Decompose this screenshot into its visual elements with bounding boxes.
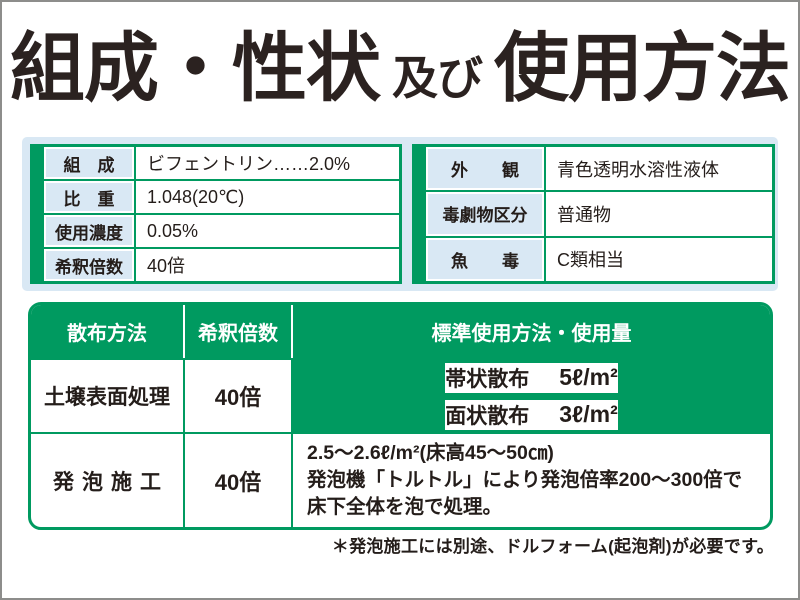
usage-detail-cell: 帯状散布 5ℓ/m² 面状散布 3ℓ/m² [293,360,770,432]
spray-type: 面状散布 [445,404,530,428]
spec-value: ビフェントリン……2.0% [136,147,399,179]
usage-table-header: 散布方法 希釈倍数 標準使用方法・使用量 [31,305,770,358]
usage-line: 2.5～2.6ℓ/m²(床高45～50㎝) [307,442,554,465]
sub-row-area-spray: 面状散布 3ℓ/m² [445,399,618,430]
dilution-cell: 40倍 [185,434,291,527]
spec-value: 0.05% [136,215,399,247]
footnote: ＊発泡施工には別途、ドルフォーム(起泡剤)が必要です。 [331,537,774,556]
method-cell: 土壌表面処理 [31,360,183,432]
spec-label: 比 重 [44,181,134,213]
dilution-cell: 40倍 [185,360,291,432]
spec-table-composition: 組 成 ビフェントリン……2.0% 比 重 1.048(20℃) 使用濃度 0.… [30,144,402,284]
spray-amount: 5ℓ/m² [559,364,618,390]
spec-label: 組 成 [44,147,134,179]
spec-row-specific-gravity: 比 重 1.048(20℃) [44,181,399,213]
spec-label: 外 観 [426,147,544,191]
usage-table: 散布方法 希釈倍数 標準使用方法・使用量 土壌表面処理 40倍 帯状散布 5ℓ/… [28,302,773,530]
spec-table-properties: 外 観 青色透明水溶性液体 毒劇物区分 普通物 魚 毒 C類相当 [412,144,775,284]
spec-value: C類相当 [546,237,772,281]
spray-type: 帯状散布 [445,367,530,391]
spec-label: 魚 毒 [426,237,544,281]
usage-line: 発泡機「トルトル」により発泡倍率200～300倍で [307,469,743,492]
header-cell-method: 散布方法 [31,305,183,358]
spec-value: 40倍 [136,249,399,281]
header-cell-standard-usage: 標準使用方法・使用量 [293,305,770,358]
page-title: 組成・性状 及び 使用方法 [0,24,800,113]
spec-value: 普通物 [546,192,772,236]
spec-label: 毒劇物区分 [426,192,544,236]
usage-detail-cell: 2.5～2.6ℓ/m²(床高45～50㎝) 発泡機「トルトル」により発泡倍率20… [293,434,770,527]
spec-row-use-concentration: 使用濃度 0.05% [44,215,399,247]
spec-row-fish-toxicity: 魚 毒 C類相当 [426,237,772,281]
spray-amount: 3ℓ/m² [559,401,618,427]
spec-value: 青色透明水溶性液体 [546,147,772,191]
spec-row-dilution-ratio: 希釈倍数 40倍 [44,249,399,281]
sub-row-band-spray: 帯状散布 5ℓ/m² [445,362,618,393]
method-cell: 発泡施工 [31,434,183,527]
spec-label: 希釈倍数 [44,249,134,281]
spec-row-appearance: 外 観 青色透明水溶性液体 [426,147,772,191]
spec-label: 使用濃度 [44,215,134,247]
spec-row-poison-class: 毒劇物区分 普通物 [426,192,772,236]
title-segment-usage: 使用方法 [494,26,791,110]
usage-row-soil-surface: 土壌表面処理 40倍 帯状散布 5ℓ/m² 面状散布 3ℓ/m² [31,360,770,432]
usage-line: 床下全体を泡で処理。 [307,495,503,518]
title-segment-connector: 及び [392,52,483,104]
spec-value: 1.048(20℃) [136,181,399,213]
header-cell-dilution: 希釈倍数 [185,305,291,358]
usage-row-foam-application: 発泡施工 40倍 2.5～2.6ℓ/m²(床高45～50㎝) 発泡機「トルトル」… [31,434,770,527]
title-segment-composition: 組成・性状 [9,26,381,110]
spec-row-composition: 組 成 ビフェントリン……2.0% [44,147,399,179]
